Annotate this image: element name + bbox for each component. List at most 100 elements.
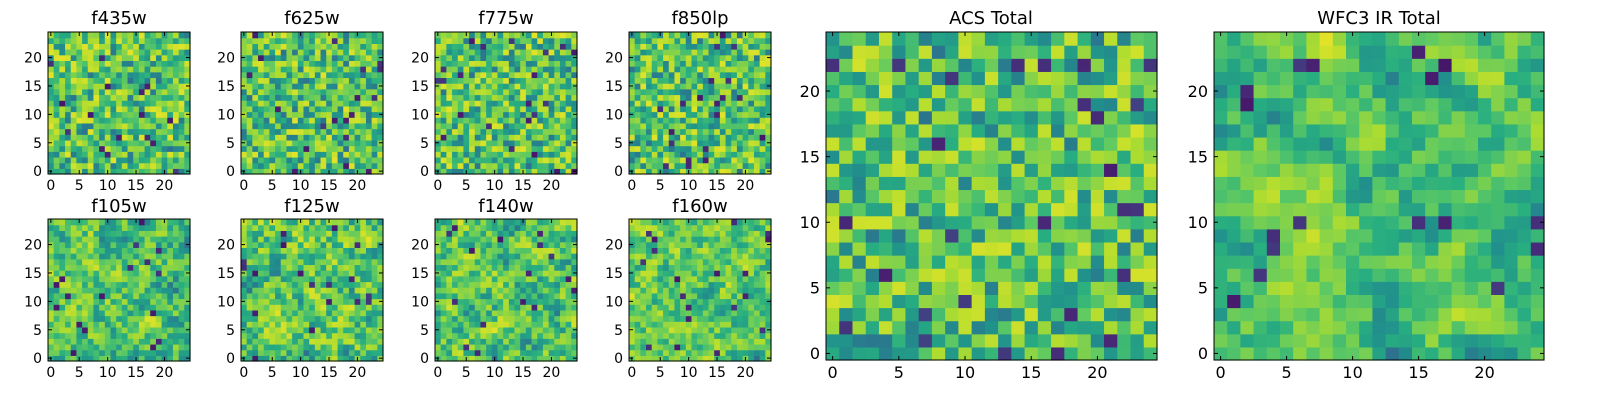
heatmap-cell bbox=[76, 309, 83, 317]
heatmap-cell bbox=[93, 236, 100, 243]
heatmap-cell bbox=[371, 304, 378, 311]
heatmap-cell bbox=[110, 43, 117, 50]
heatmap-cell bbox=[269, 287, 276, 294]
heatmap-cell bbox=[691, 66, 698, 73]
heatmap-cell bbox=[121, 139, 129, 147]
heatmap-cell bbox=[99, 37, 106, 44]
heatmap-cell bbox=[343, 343, 350, 351]
heatmap-cell bbox=[116, 134, 123, 141]
heatmap-cell bbox=[167, 54, 174, 61]
heatmap-cell bbox=[651, 71, 658, 79]
heatmap-cell bbox=[297, 88, 305, 96]
heatmap-cell bbox=[537, 145, 544, 152]
heatmap-cell bbox=[297, 162, 305, 169]
x-tick-label: 5 bbox=[268, 365, 277, 381]
heatmap-cell bbox=[292, 151, 299, 158]
heatmap-cell bbox=[759, 71, 766, 79]
heatmap-cell bbox=[48, 343, 55, 351]
heatmap-cell bbox=[76, 332, 83, 339]
heatmap-cell bbox=[320, 54, 327, 61]
heatmap-cell bbox=[514, 287, 521, 294]
heatmap-cell bbox=[167, 321, 174, 328]
heatmap-cell bbox=[371, 247, 378, 254]
heatmap-cell bbox=[104, 128, 112, 135]
heatmap-cell bbox=[252, 151, 259, 158]
heatmap-cell bbox=[463, 77, 470, 84]
heatmap-cell bbox=[303, 230, 310, 237]
heatmap-cell bbox=[452, 122, 459, 130]
heatmap-cell bbox=[685, 128, 693, 135]
heatmap-cell bbox=[651, 309, 658, 317]
heatmap-cell bbox=[525, 230, 533, 237]
heatmap-cell bbox=[668, 83, 676, 90]
heatmap-cell bbox=[697, 122, 704, 130]
heatmap-cell bbox=[59, 77, 66, 84]
heatmap-cell bbox=[280, 275, 288, 283]
heatmap-cell bbox=[491, 94, 499, 101]
heatmap-cell bbox=[320, 298, 327, 305]
heatmap-cell bbox=[435, 145, 442, 152]
heatmap-cell bbox=[82, 111, 89, 118]
heatmap-cell bbox=[343, 236, 350, 243]
heatmap-cell bbox=[634, 134, 641, 141]
heatmap-cell bbox=[548, 134, 555, 141]
heatmap-cell bbox=[663, 77, 670, 84]
heatmap-cell bbox=[280, 355, 288, 362]
heatmap-cell bbox=[48, 122, 55, 130]
heatmap-cell bbox=[314, 309, 322, 317]
heatmap-cell bbox=[241, 338, 248, 345]
heatmap-cell bbox=[446, 151, 453, 158]
heatmap-cell bbox=[354, 224, 361, 231]
heatmap-cell bbox=[651, 156, 658, 164]
heatmap-cell bbox=[548, 151, 555, 158]
heatmap-cell bbox=[48, 37, 55, 44]
heatmap-cell bbox=[331, 88, 339, 96]
heatmap-cell bbox=[531, 343, 538, 351]
heatmap-cell bbox=[116, 349, 123, 356]
heatmap-cell bbox=[759, 168, 766, 175]
heatmap-cell bbox=[348, 343, 356, 351]
heatmap-cell bbox=[144, 60, 151, 67]
heatmap-cell bbox=[65, 349, 72, 356]
heatmap-cell bbox=[497, 349, 504, 356]
heatmap-cell bbox=[275, 122, 282, 130]
heatmap-cell bbox=[280, 304, 288, 311]
heatmap-cell bbox=[680, 128, 687, 135]
heatmap-cell bbox=[691, 60, 698, 67]
heatmap-cell bbox=[110, 292, 117, 300]
heatmap-cell bbox=[480, 219, 487, 226]
heatmap-cell bbox=[241, 321, 248, 328]
heatmap-cell bbox=[258, 241, 265, 248]
heatmap-cell bbox=[241, 100, 248, 107]
heatmap-cell bbox=[172, 32, 180, 39]
heatmap-cell bbox=[674, 156, 681, 164]
heatmap-cell bbox=[525, 32, 533, 39]
heatmap-cell bbox=[82, 309, 89, 317]
heatmap-cell bbox=[138, 281, 146, 288]
heatmap-cell bbox=[348, 253, 356, 260]
heatmap-cell bbox=[292, 156, 299, 164]
heatmap-cell bbox=[371, 77, 378, 84]
heatmap-cell bbox=[48, 128, 55, 135]
heatmap-cell bbox=[87, 168, 95, 175]
heatmap-cell bbox=[491, 292, 499, 300]
heatmap-cell bbox=[280, 100, 288, 107]
heatmap-cell bbox=[99, 247, 106, 254]
heatmap-cell bbox=[252, 304, 259, 311]
heatmap-cell bbox=[685, 77, 693, 84]
heatmap-cell bbox=[657, 332, 664, 339]
heatmap-cell bbox=[440, 287, 447, 294]
heatmap-cell bbox=[520, 287, 527, 294]
heatmap-cell bbox=[640, 275, 647, 283]
heatmap-cell bbox=[377, 247, 384, 254]
heatmap-cell bbox=[252, 275, 259, 283]
heatmap-cell bbox=[252, 117, 259, 124]
heatmap-cell bbox=[548, 105, 555, 113]
heatmap-cell bbox=[748, 83, 755, 90]
heatmap-cell bbox=[343, 287, 350, 294]
heatmap-cell bbox=[87, 241, 95, 248]
heatmap-cell bbox=[685, 298, 693, 305]
heatmap-cell bbox=[184, 321, 191, 328]
heatmap-cell bbox=[565, 224, 572, 231]
heatmap-cell bbox=[742, 37, 749, 44]
